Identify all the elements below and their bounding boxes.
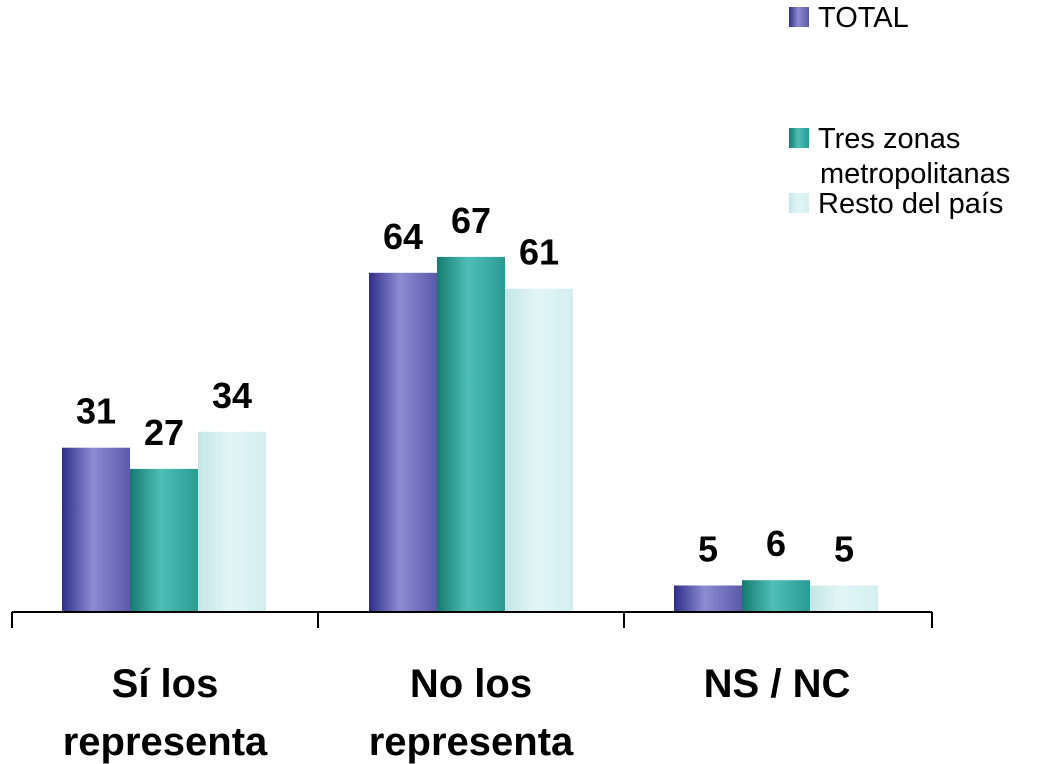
category-label-2: No los representa <box>369 662 574 764</box>
data-label-3-series-3: 5 <box>834 529 854 570</box>
data-label-3-series-2: 6 <box>766 523 786 564</box>
category-labels: Sí los representa No los representa NS / NC <box>63 662 851 764</box>
data-label-2-series-3: 61 <box>519 232 559 273</box>
x-axis <box>11 611 933 628</box>
data-label-1-series-2: 27 <box>144 412 184 453</box>
data-label-2-series-1: 64 <box>383 216 423 257</box>
legend-label-1: TOTAL <box>818 2 909 34</box>
bar-2-series-2 <box>437 256 505 612</box>
legend-item-2: Tres zonas metropolitanas <box>789 123 1010 190</box>
bars-layer <box>62 256 878 612</box>
bar-3-series-1 <box>674 585 742 612</box>
data-label-1-series-3: 34 <box>212 375 252 416</box>
legend-label-3: Resto del país <box>818 188 1003 220</box>
bar-1-series-1 <box>62 447 130 612</box>
data-labels-layer: 31 27 34 64 67 61 5 6 5 <box>76 200 854 570</box>
data-label-2-series-2: 67 <box>451 200 491 241</box>
legend-swatch-3 <box>789 193 809 213</box>
legend-label-2: Tres zonas metropolitanas <box>818 123 1010 190</box>
category-label-3: NS / NC <box>704 662 851 706</box>
bar-1-series-2 <box>130 468 198 612</box>
bar-3-series-3 <box>810 585 878 612</box>
data-label-1-series-1: 31 <box>76 391 116 432</box>
bar-1-series-3 <box>198 431 266 612</box>
bar-3-series-2 <box>742 580 810 612</box>
category-label-1: Sí los representa <box>63 662 268 764</box>
legend-item-3: Resto del país <box>789 188 1003 220</box>
legend-swatch-2 <box>789 128 809 148</box>
legend-item-1: TOTAL <box>789 2 909 34</box>
bar-2-series-3 <box>505 288 573 612</box>
data-label-3-series-1: 5 <box>698 529 718 570</box>
legend-swatch-1 <box>789 7 809 27</box>
bar-2-series-1 <box>369 272 437 612</box>
